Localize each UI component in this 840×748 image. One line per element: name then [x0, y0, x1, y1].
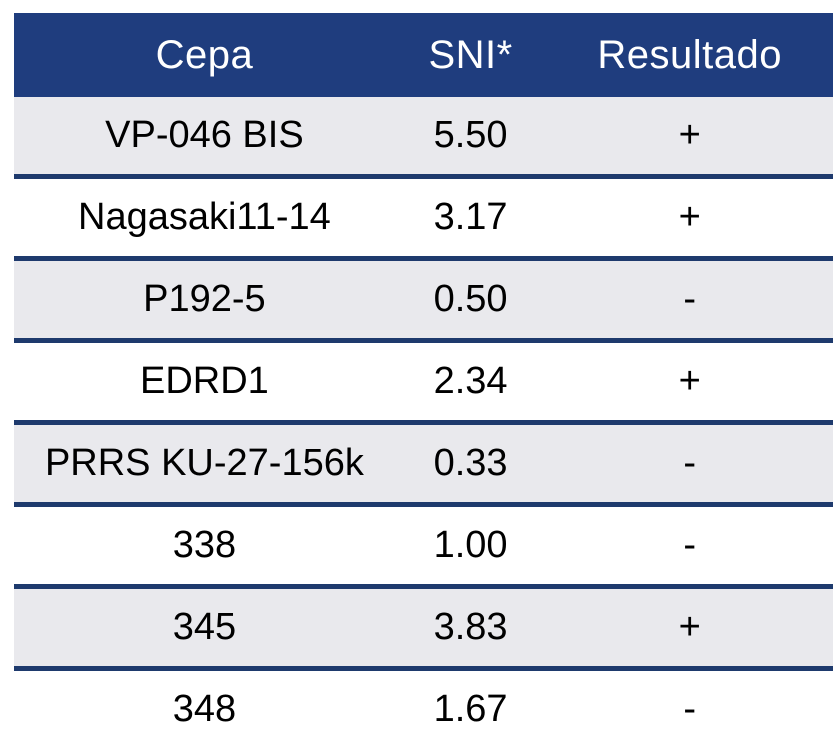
table-row: PRRS KU-27-156k 0.33- [14, 425, 833, 507]
column-header-cepa: Cepa [14, 13, 395, 97]
table-body: VP-046 BIS 5.50 + Nagasaki11-14 3.17 + P192-5 0… [14, 97, 833, 748]
cell-resultado: - [546, 425, 833, 507]
cell-sni: 2.34 [394, 343, 547, 425]
column-header-resultado: Resultado [546, 13, 833, 97]
table-row: 345 3.83 + [14, 589, 833, 671]
header-row: Cepa SNI* Resultado [14, 13, 833, 97]
cell-resultado: + [546, 589, 833, 671]
cell-sni: 3.83 [394, 589, 547, 671]
table-row: P192-5 0.50- [14, 261, 833, 343]
cell-resultado: - [546, 507, 833, 589]
column-header-sni: SNI* [394, 13, 547, 97]
table-row: 348 1.67- [14, 671, 833, 748]
cell-sni: 0.33 [394, 425, 547, 507]
cell-cepa: 345 [14, 589, 395, 671]
cell-cepa: VP-046 BIS [14, 97, 395, 179]
cell-cepa: 348 [14, 671, 395, 748]
cell-resultado: - [546, 261, 833, 343]
cell-cepa: PRRS KU-27-156k [14, 425, 395, 507]
cell-resultado: + [546, 343, 833, 425]
table-row: EDRD1 2.34 + [14, 343, 833, 425]
cell-cepa: Nagasaki11-14 [14, 179, 395, 261]
cell-sni: 3.17 [394, 179, 547, 261]
cell-sni: 1.00 [394, 507, 547, 589]
results-table: Cepa SNI* Resultado VP-046 BIS 5.50 + Nagas… [14, 13, 833, 748]
cell-cepa: EDRD1 [14, 343, 395, 425]
cell-resultado: + [546, 97, 833, 179]
table-row: VP-046 BIS 5.50 + [14, 97, 833, 179]
cell-resultado: - [546, 671, 833, 748]
cell-cepa: P192-5 [14, 261, 395, 343]
cell-sni: 0.50 [394, 261, 547, 343]
cell-sni: 5.50 [394, 97, 547, 179]
cell-sni: 1.67 [394, 671, 547, 748]
cell-resultado: + [546, 179, 833, 261]
cell-cepa: 338 [14, 507, 395, 589]
table-row: 338 1.00- [14, 507, 833, 589]
table-row: Nagasaki11-14 3.17 + [14, 179, 833, 261]
